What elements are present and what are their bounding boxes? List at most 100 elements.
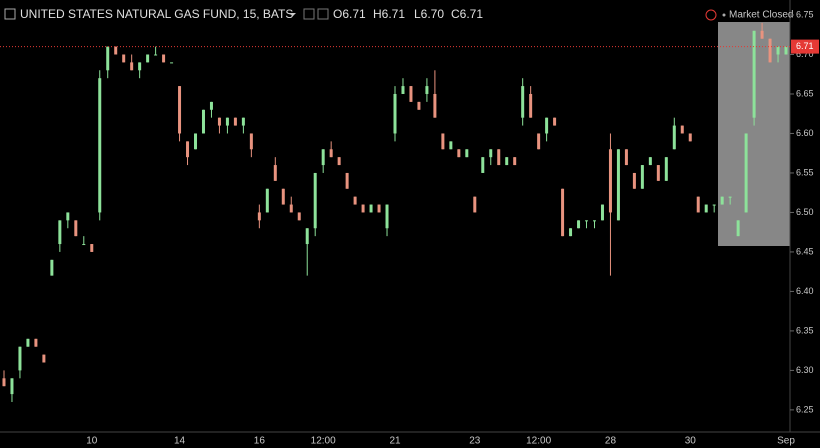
candle-body <box>513 157 517 166</box>
candle-body <box>329 149 333 158</box>
candle-body <box>417 101 421 110</box>
candle-body <box>281 188 285 205</box>
candle-body <box>178 86 182 134</box>
candle-body <box>2 378 6 387</box>
candle-body <box>106 46 110 71</box>
candle-body <box>465 149 469 158</box>
candle-body <box>672 125 676 150</box>
candle-body <box>760 30 764 39</box>
candle-body <box>58 220 62 245</box>
y-tick-label: 6.50 <box>796 207 814 217</box>
symbol-title[interactable]: UNITED STATES NATURAL GAS FUND, 15, BATS <box>20 7 293 21</box>
candle-body <box>114 46 118 55</box>
ohlc-low: L6.70 <box>414 7 444 21</box>
x-tick-label: 12:00 <box>311 436 336 447</box>
y-tick-label: 6.60 <box>796 128 814 138</box>
candle-body <box>377 204 381 213</box>
candle-body <box>305 228 309 245</box>
x-tick-label: Sep <box>777 436 795 447</box>
x-tick-label: 30 <box>685 436 697 447</box>
candle-body <box>273 165 277 181</box>
candle-body <box>624 149 628 166</box>
candle-body <box>608 149 612 213</box>
status-dot <box>722 13 726 17</box>
x-tick-label: 28 <box>605 436 617 447</box>
candle-body <box>82 244 86 246</box>
candle-body <box>74 220 78 237</box>
candle-body <box>497 149 501 166</box>
candle-body <box>616 149 620 221</box>
candle-body <box>385 204 389 229</box>
x-tick-label: 10 <box>86 436 98 447</box>
candle-body <box>712 204 716 206</box>
dropdown-arrow[interactable] <box>290 13 296 16</box>
last-price-label: 6.71 <box>796 41 814 51</box>
candle-body <box>521 86 525 118</box>
candle-body <box>704 204 708 213</box>
candle-body <box>154 54 158 56</box>
candle-body <box>369 204 373 213</box>
candle-body <box>209 101 213 110</box>
y-tick-label: 6.25 <box>796 404 814 414</box>
candle-body <box>664 157 668 181</box>
collapse-icon[interactable] <box>4 8 16 20</box>
candle-body <box>441 133 445 150</box>
candle-body <box>632 172 636 189</box>
candle-body <box>648 157 652 166</box>
x-tick-label: 23 <box>469 436 481 447</box>
candle-body <box>345 172 349 189</box>
candle-body <box>249 133 253 150</box>
candle-body <box>217 117 221 126</box>
candle-body <box>680 125 684 134</box>
candle-body <box>321 149 325 166</box>
alert-icon[interactable] <box>705 9 717 21</box>
candle-body <box>162 54 166 63</box>
compare-icon[interactable] <box>317 8 329 20</box>
candle-body <box>98 78 102 213</box>
candle-body <box>130 62 134 71</box>
candle-body <box>553 117 557 126</box>
y-tick-label: 6.45 <box>796 246 814 256</box>
candle-body <box>201 109 205 134</box>
candle-body <box>656 165 660 181</box>
candle-body <box>505 157 509 166</box>
candle-body <box>50 259 54 276</box>
y-tick-label: 6.75 <box>796 9 814 19</box>
x-tick-label: 14 <box>174 436 186 447</box>
candle-body <box>728 196 732 198</box>
candle-body <box>449 141 453 150</box>
candle-body <box>138 62 142 71</box>
candle-body <box>696 196 700 213</box>
y-tick-label: 6.35 <box>796 325 814 335</box>
candle-body <box>34 338 38 347</box>
candle-body <box>744 133 748 213</box>
candle-body <box>784 46 788 55</box>
candle-body <box>489 149 493 158</box>
candle-body <box>122 54 126 63</box>
market-status: Market Closed <box>729 10 793 21</box>
candle-body <box>577 220 581 229</box>
candle-body <box>640 165 644 189</box>
candle-body <box>537 133 541 150</box>
candle-body <box>545 117 549 134</box>
x-tick-label: 16 <box>254 436 266 447</box>
candle-body <box>768 38 772 63</box>
candle-body <box>393 93 397 134</box>
candle-body <box>473 196 477 213</box>
settings-icon[interactable] <box>303 8 315 20</box>
candle-body <box>736 220 740 237</box>
candle-body <box>225 117 229 126</box>
candle-body <box>10 378 14 395</box>
candle-body <box>18 346 22 371</box>
candle-body <box>457 149 461 158</box>
candle-body <box>592 220 596 222</box>
y-tick-label: 6.55 <box>796 167 814 177</box>
candle-body <box>186 141 190 158</box>
candle-body <box>585 220 589 222</box>
candle-body <box>26 338 30 347</box>
candle-body <box>313 172 317 229</box>
candle-body <box>529 93 533 118</box>
candle-body <box>361 204 365 213</box>
